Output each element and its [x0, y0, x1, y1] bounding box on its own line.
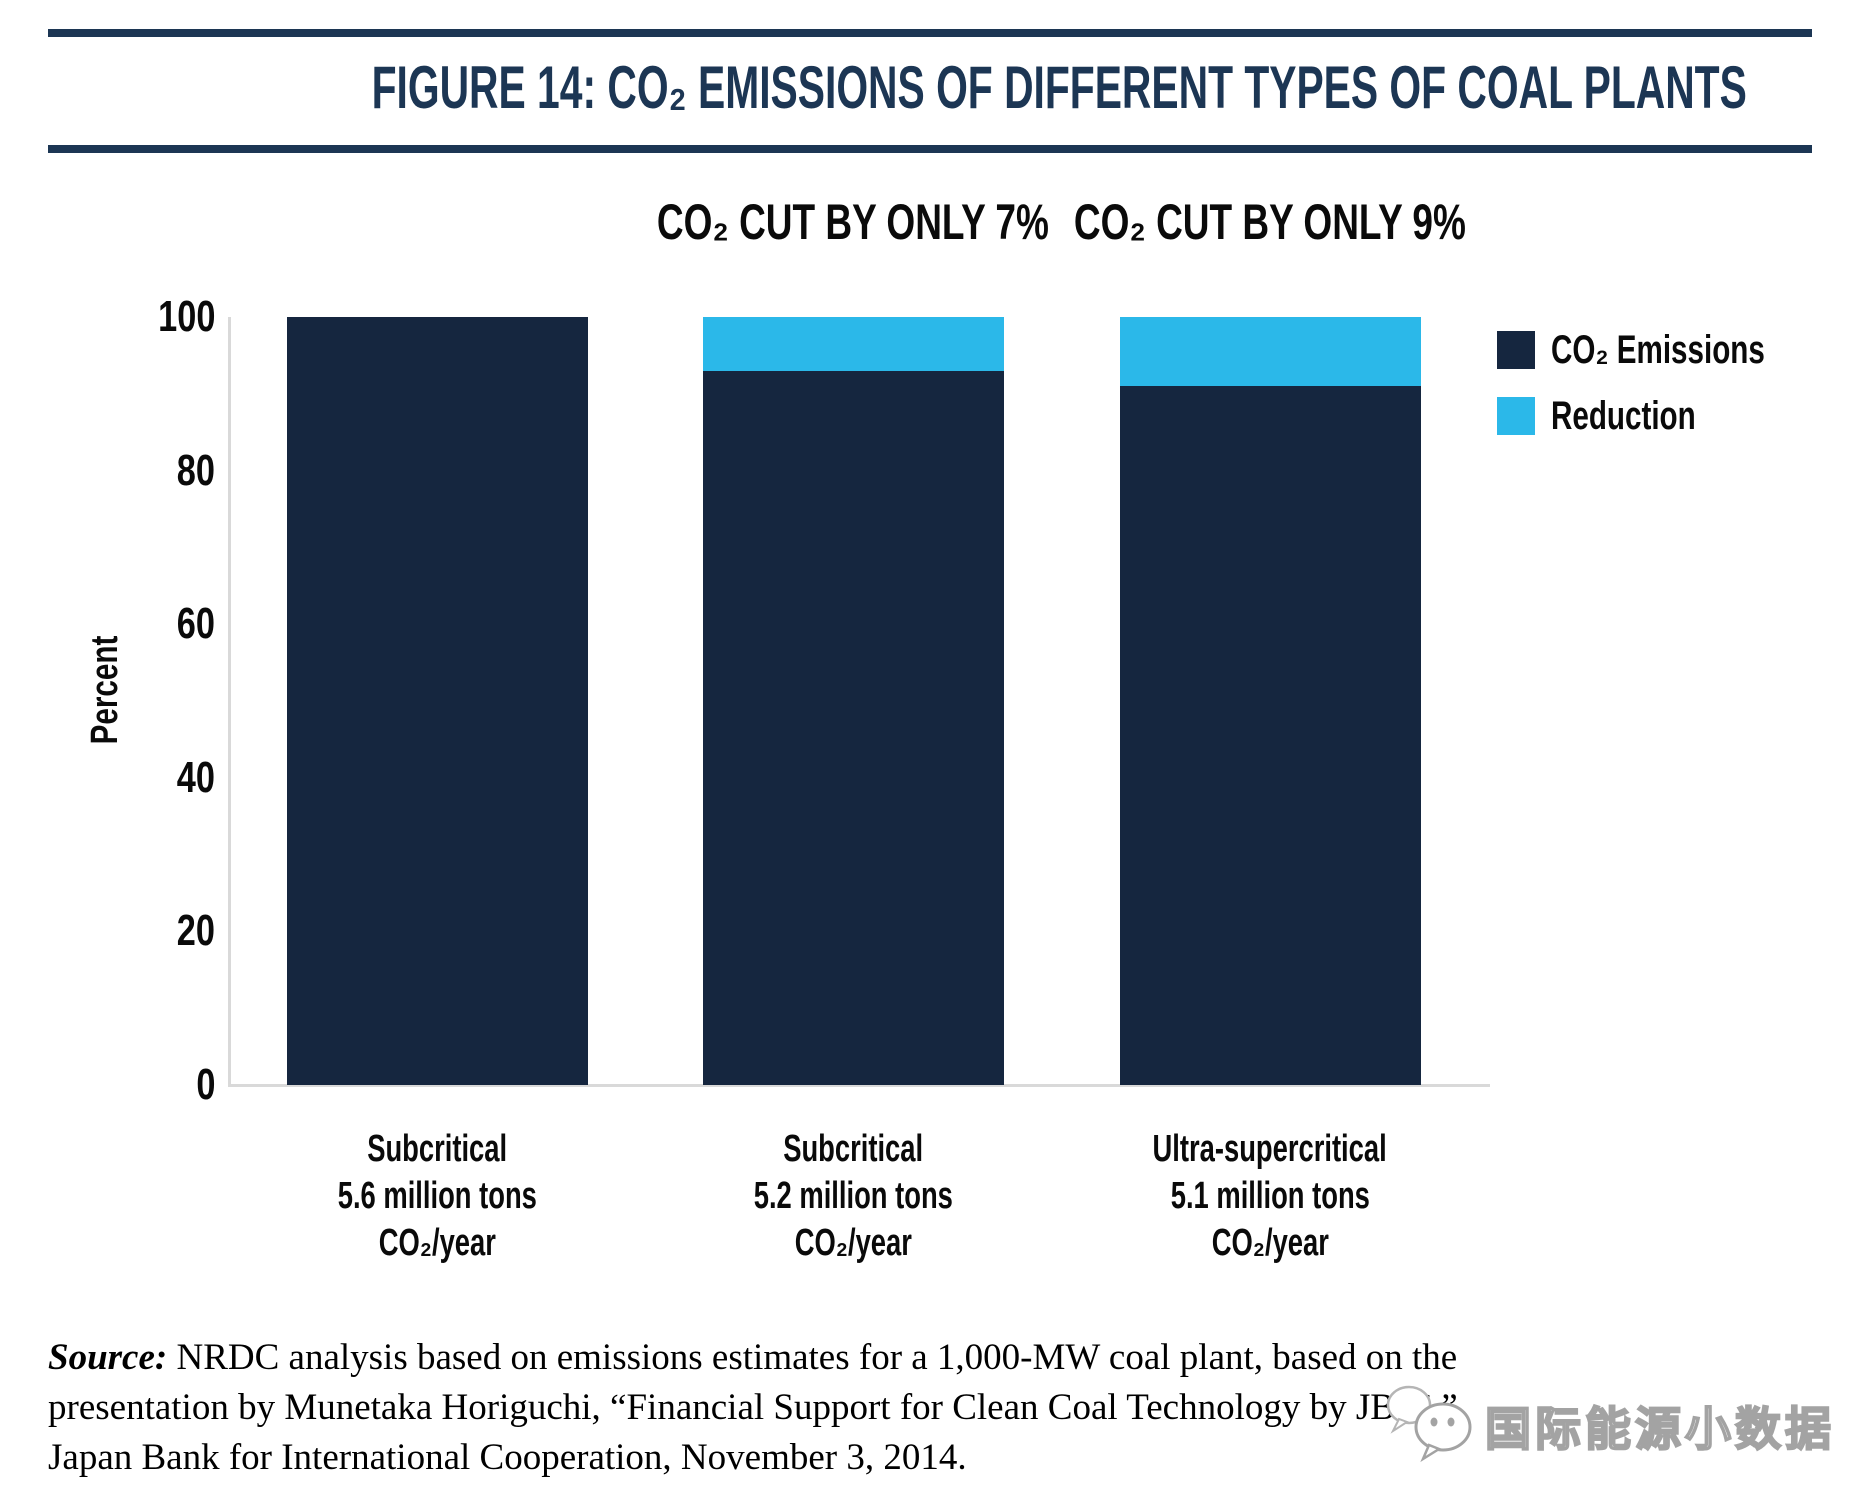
bar-segment-emissions — [1120, 386, 1421, 1085]
y-tick-60: 60 — [176, 599, 215, 648]
y-axis-label: Percent — [84, 635, 126, 745]
bar-ultra-supercritical-5-1 — [1120, 317, 1421, 1085]
source-line-1: Source: NRDC analysis based on emissions… — [48, 1337, 1458, 1378]
source-line-3: Japan Bank for International Cooperation… — [48, 1437, 967, 1478]
reduction-swatch — [1497, 397, 1535, 435]
y-tick-0: 0 — [195, 1060, 215, 1109]
bar-segment-emissions — [703, 370, 1004, 1085]
header-bottom-rule — [48, 145, 1812, 153]
source-label: Source: — [48, 1337, 168, 1378]
watermark-text: 国际能源小数据 — [1484, 1402, 1835, 1456]
reduction-label: Reduction — [1551, 393, 1696, 438]
emissions-label: CO₂ Emissions — [1551, 327, 1765, 372]
source-line-2: presentation by Munetaka Horiguchi, “Fin… — [48, 1387, 1458, 1428]
bar-segment-reduction — [703, 317, 1004, 371]
annotation-cut-9-percent: CO₂ CUT BY ONLY 9% — [1073, 194, 1467, 250]
bar-subcritical-5-6 — [287, 317, 588, 1085]
y-tick-100: 100 — [157, 292, 215, 341]
figure-title-text: FIGURE 14: CO₂ EMISSIONS OF DIFFERENT TY… — [371, 54, 1747, 121]
wechat-icon — [1385, 1377, 1485, 1474]
header-top-rule — [48, 29, 1812, 37]
bar-segment-reduction — [1120, 317, 1421, 387]
category-label-ultra-supercritical: Ultra-supercritical 5.1 million tons CO₂… — [1152, 1128, 1388, 1264]
legend: CO₂ Emissions Reduction — [1497, 327, 1840, 462]
category-label-subcritical-5-6: Subcritical 5.6 million tons CO₂/year — [337, 1128, 537, 1264]
y-tick-40: 40 — [176, 753, 215, 802]
category-label-subcritical-5-2: Subcritical 5.2 million tons CO₂/year — [753, 1128, 953, 1264]
source-note: Source: NRDC analysis based on emissions… — [48, 1333, 1748, 1483]
legend-item-emissions: CO₂ Emissions — [1497, 327, 1840, 372]
bar-subcritical-5-2 — [703, 317, 1004, 1085]
watermark: 国际能源小数据 — [1385, 1378, 1855, 1473]
y-tick-80: 80 — [176, 446, 215, 495]
figure-title: FIGURE 14: CO₂ EMISSIONS OF DIFFERENT TY… — [48, 56, 1812, 120]
bar-segment-emissions — [287, 317, 588, 1085]
x-axis-baseline — [228, 1084, 1490, 1087]
y-tick-20: 20 — [176, 906, 215, 955]
legend-item-reduction: Reduction — [1497, 393, 1840, 438]
emissions-swatch — [1497, 331, 1535, 369]
annotation-cut-7-percent: CO₂ CUT BY ONLY 7% — [656, 194, 1050, 250]
y-axis-line — [228, 317, 231, 1087]
